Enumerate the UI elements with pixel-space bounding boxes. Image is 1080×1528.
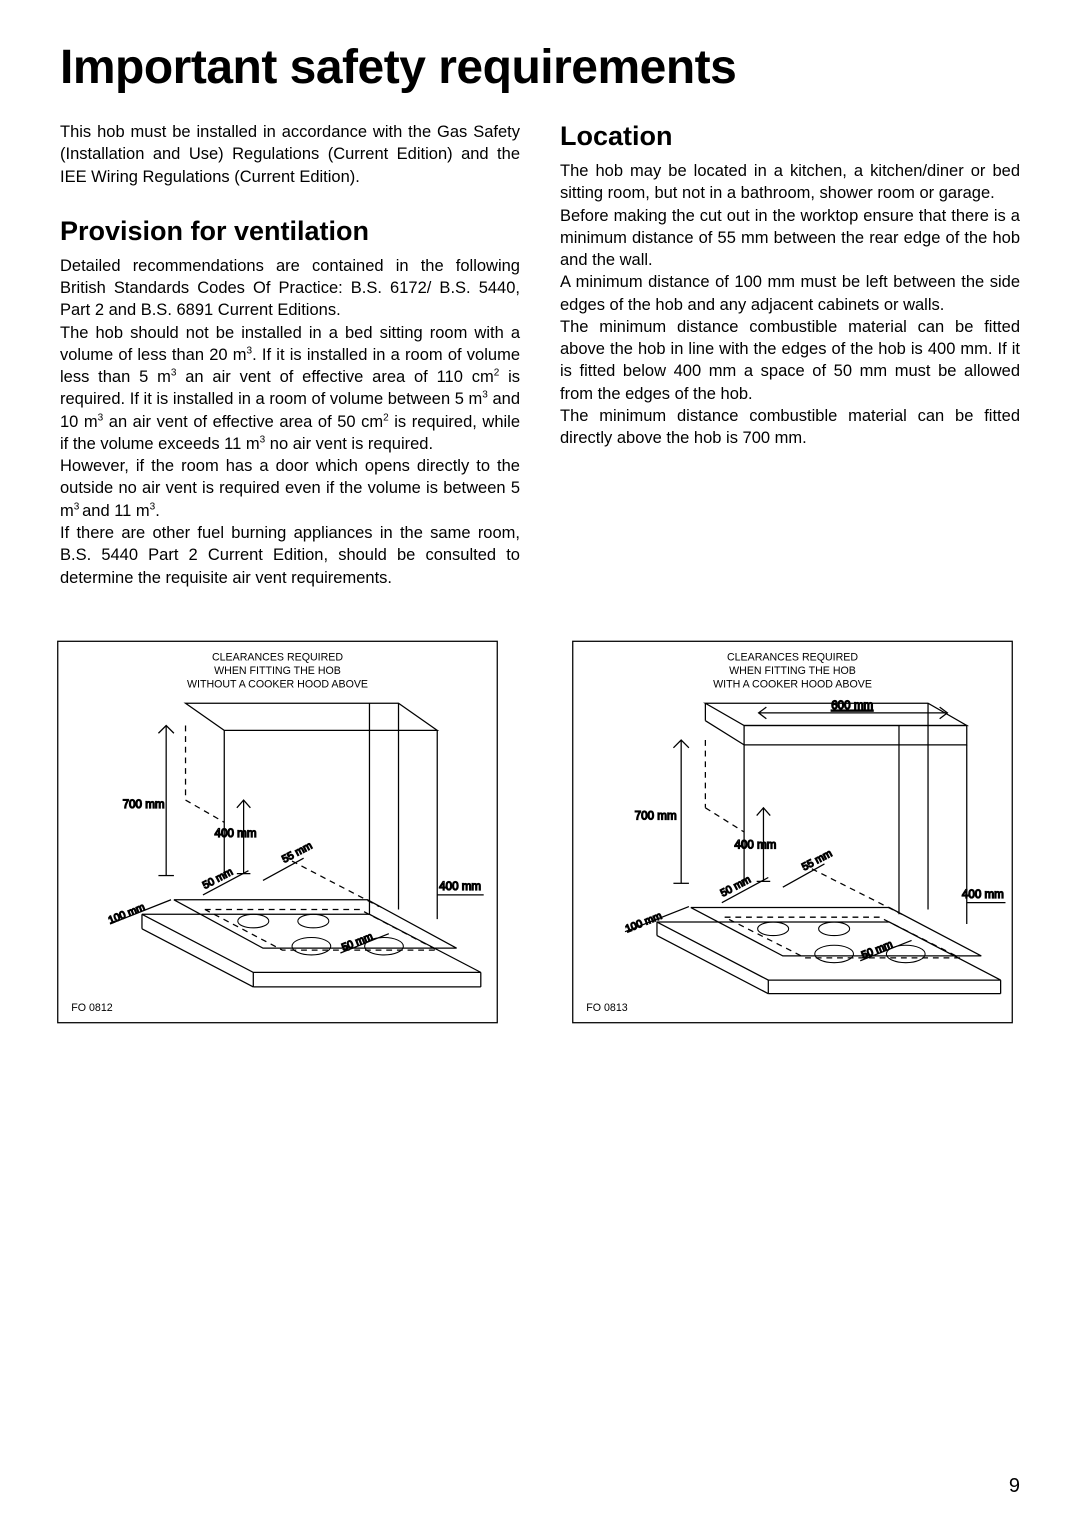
dl-400v: 400 mm — [215, 827, 257, 840]
dr-55: 55 mm — [800, 847, 834, 873]
dl-100: 100 mm — [107, 901, 147, 927]
dr-700: 700 mm — [635, 809, 677, 822]
dl-50a: 50 mm — [201, 866, 235, 892]
right-column: Location The hob may be located in a kit… — [560, 121, 1020, 589]
provision-body: Detailed recommendations are contained i… — [60, 255, 520, 589]
prov-p3c: . — [155, 502, 160, 520]
dl-title2: WHEN FITTING THE HOB — [214, 665, 341, 677]
dr-title2: WHEN FITTING THE HOB — [729, 665, 856, 677]
dr-400v: 400 mm — [734, 838, 776, 851]
location-heading: Location — [560, 121, 1020, 152]
dl-400h: 400 mm — [439, 880, 481, 893]
loc-p2: Before making the cut out in the worktop… — [560, 205, 1020, 272]
dl-title1: CLEARANCES REQUIRED — [212, 651, 343, 663]
left-column: This hob must be installed in accordance… — [60, 121, 520, 589]
diagram-without-hood: CLEARANCES REQUIRED WHEN FITTING THE HOB… — [50, 627, 505, 1037]
loc-p5: The minimum distance combustible materia… — [560, 405, 1020, 450]
intro-para: This hob must be installed in accordance… — [60, 121, 520, 188]
dl-title3: WITHOUT A COOKER HOOD ABOVE — [187, 679, 368, 691]
dr-100: 100 mm — [624, 910, 664, 936]
page-title: Important safety requirements — [60, 40, 1020, 95]
location-body: The hob may be located in a kitchen, a k… — [560, 160, 1020, 449]
loc-p3: A minimum distance of 100 mm must be lef… — [560, 271, 1020, 316]
dr-600: 600 mm — [831, 699, 873, 712]
dr-title1: CLEARANCES REQUIRED — [727, 651, 858, 663]
dr-code: FO 0813 — [586, 1002, 627, 1014]
provision-heading: Provision for ventilation — [60, 216, 520, 247]
dr-400h: 400 mm — [962, 888, 1004, 901]
dl-code: FO 0812 — [71, 1002, 112, 1014]
prov-p2f: an air vent of effective area of 50 cm — [103, 413, 383, 431]
prov-p2h: no air vent is required. — [265, 435, 433, 453]
loc-p1: The hob may be located in a kitchen, a k… — [560, 160, 1020, 205]
dr-title3: WITH A COOKER HOOD ABOVE — [713, 679, 872, 691]
diagram-row: CLEARANCES REQUIRED WHEN FITTING THE HOB… — [50, 627, 1020, 1037]
diagram-with-hood: CLEARANCES REQUIRED WHEN FITTING THE HOB… — [565, 627, 1020, 1037]
prov-p3b: and 11 m — [82, 502, 150, 520]
prov-p4: If there are other fuel burning applianc… — [60, 524, 520, 587]
prov-p2c: an air vent of effective area of 110 cm — [176, 368, 493, 386]
loc-p4: The minimum distance combustible materia… — [560, 316, 1020, 405]
text-columns: This hob must be installed in accordance… — [60, 121, 1020, 589]
prov-p1: Detailed recommendations are contained i… — [60, 257, 520, 320]
dl-700: 700 mm — [123, 798, 165, 811]
page-number: 9 — [1009, 1475, 1020, 1498]
